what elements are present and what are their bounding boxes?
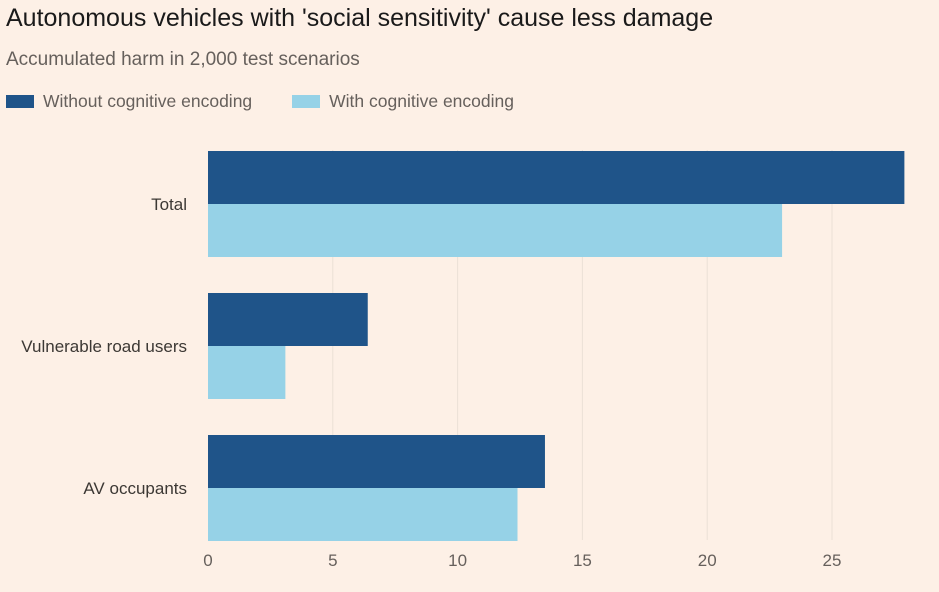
x-tick-label-5: 5 xyxy=(328,551,337,570)
x-tick-label-20: 20 xyxy=(698,551,717,570)
category-label-total: Total xyxy=(151,195,187,214)
legend-swatch-without xyxy=(6,94,34,108)
chart-subtitle: Accumulated harm in 2,000 test scenarios xyxy=(6,49,360,70)
legend-item-with: With cognitive encoding xyxy=(292,91,514,112)
bar-av-occupants-without xyxy=(208,435,545,488)
legend-item-without: Without cognitive encoding xyxy=(6,91,252,112)
x-tick-label-0: 0 xyxy=(203,551,212,570)
legend-label-with: With cognitive encoding xyxy=(329,90,514,111)
category-label-av-occupants: AV occupants xyxy=(83,479,187,498)
legend-swatch-with xyxy=(292,94,321,108)
x-tick-label-25: 25 xyxy=(823,551,842,570)
legend: Without cognitive encoding With cognitiv… xyxy=(6,90,554,112)
bar-vulnerable-road-users-with xyxy=(208,346,286,399)
bar-vulnerable-road-users-without xyxy=(208,293,368,346)
chart-title: Autonomous vehicles with 'social sensiti… xyxy=(6,4,714,32)
legend-label-without: Without cognitive encoding xyxy=(43,90,253,111)
x-tick-label-15: 15 xyxy=(573,551,592,570)
x-tick-label-10: 10 xyxy=(448,551,467,570)
bar-total-without xyxy=(208,151,905,204)
category-label-vulnerable-road-users: Vulnerable road users xyxy=(21,337,187,356)
bar-total-with xyxy=(208,204,783,257)
bar-av-occupants-with xyxy=(208,488,518,541)
